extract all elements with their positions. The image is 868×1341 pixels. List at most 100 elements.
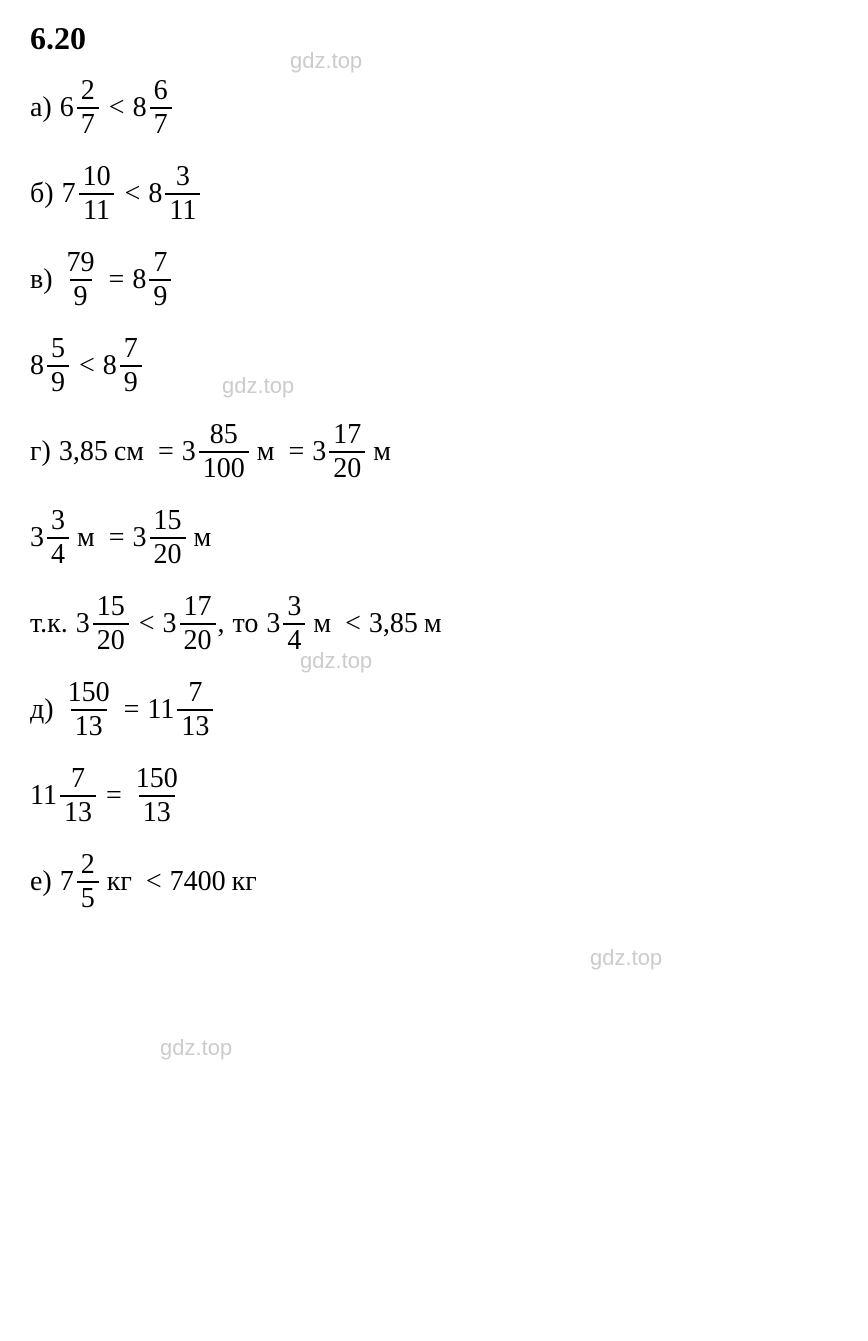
unit: м — [373, 436, 391, 468]
whole: 8 — [148, 178, 162, 210]
whole: 3 — [312, 436, 326, 468]
mixed-g2-2: 3 15 20 — [133, 507, 188, 569]
denominator: 20 — [150, 537, 186, 569]
operator: < — [345, 608, 361, 640]
numerator: 15 — [150, 507, 186, 537]
fraction: 7 9 — [120, 335, 142, 397]
fraction: 85 100 — [199, 421, 249, 483]
operator: = — [106, 780, 122, 812]
denominator: 4 — [47, 537, 69, 569]
whole: 8 — [133, 92, 147, 124]
denominator: 13 — [60, 795, 96, 827]
operator: = — [124, 694, 140, 726]
numerator: 17 — [180, 593, 216, 623]
numerator: 85 — [206, 421, 242, 451]
fraction: 10 11 — [79, 163, 115, 225]
whole: 3 — [182, 436, 196, 468]
unit: кг — [107, 866, 132, 898]
label-e: е) — [30, 866, 52, 898]
denominator: 20 — [180, 623, 216, 655]
denominator: 5 — [77, 881, 99, 913]
whole: 3 — [266, 608, 280, 640]
fraction: 7 9 — [149, 249, 171, 311]
prefix-text: т.к. — [30, 608, 68, 640]
mixed-a-left: 6 2 7 — [60, 77, 101, 139]
numerator: 7 — [149, 249, 171, 279]
label-a: а) — [30, 92, 52, 124]
line-b: б) 7 10 11 < 8 3 11 — [30, 163, 838, 225]
denominator: 20 — [329, 451, 365, 483]
unit: кг — [232, 866, 257, 898]
whole: 6 — [60, 92, 74, 124]
denominator: 9 — [149, 279, 171, 311]
whole: 8 — [132, 264, 146, 296]
mixed-b-left: 7 10 11 — [62, 163, 117, 225]
denominator: 20 — [93, 623, 129, 655]
denominator: 4 — [283, 623, 305, 655]
numerator: 2 — [77, 851, 99, 881]
denominator: 7 — [150, 107, 172, 139]
whole: 7 — [60, 866, 74, 898]
numerator: 15 — [93, 593, 129, 623]
numerator: 150 — [132, 765, 182, 795]
line-v: в) 79 9 = 8 7 9 — [30, 249, 838, 311]
watermark: gdz.top — [160, 1035, 232, 1061]
value: 3,85 — [59, 436, 108, 468]
mixed-g2-1: 3 3 4 — [30, 507, 71, 569]
numerator: 5 — [47, 335, 69, 365]
fraction: 5 9 — [47, 335, 69, 397]
numerator: 7 — [120, 335, 142, 365]
label-b: б) — [30, 178, 54, 210]
mixed-e-left: 7 2 5 — [60, 851, 101, 913]
whole: 8 — [103, 350, 117, 382]
unit: м — [424, 608, 442, 640]
whole: 3 — [133, 522, 147, 554]
operator: = — [158, 436, 174, 468]
numerator: 7 — [67, 765, 89, 795]
fraction-d2-right: 150 13 — [132, 765, 182, 827]
denominator: 13 — [71, 709, 107, 741]
numerator: 79 — [63, 249, 99, 279]
numerator: 2 — [77, 77, 99, 107]
fraction: 3 4 — [283, 593, 305, 655]
line-d2: 11 7 13 = 150 13 — [30, 765, 838, 827]
denominator: 13 — [139, 795, 175, 827]
line-g: г) 3,85 см = 3 85 100 м = 3 17 20 м — [30, 421, 838, 483]
unit: м — [313, 608, 331, 640]
label-g: г) — [30, 436, 51, 468]
unit: см — [114, 436, 144, 468]
value: 7400 — [170, 866, 226, 898]
fraction: 17 20 — [180, 593, 216, 655]
fraction: 3 4 — [47, 507, 69, 569]
whole: 3 — [30, 522, 44, 554]
operator: = — [288, 436, 304, 468]
denominator: 11 — [165, 193, 200, 225]
unit: м — [194, 522, 212, 554]
line-a: а) 6 2 7 < 8 6 7 — [30, 77, 838, 139]
fraction-v-left: 79 9 — [63, 249, 99, 311]
mixed-v-right: 8 7 9 — [132, 249, 173, 311]
numerator: 7 — [184, 679, 206, 709]
operator: < — [139, 608, 155, 640]
numerator: 150 — [64, 679, 114, 709]
line-e: е) 7 2 5 кг < 7400 кг — [30, 851, 838, 913]
line-d: д) 150 13 = 11 7 13 — [30, 679, 838, 741]
mixed-g3-1: 3 15 20 — [76, 593, 131, 655]
whole: 3 — [163, 608, 177, 640]
mixed-g3-2: 3 17 20 — [163, 593, 218, 655]
operator: < — [146, 866, 162, 898]
mixed-g-1: 3 85 100 — [182, 421, 251, 483]
numerator: 3 — [283, 593, 305, 623]
numerator: 3 — [47, 507, 69, 537]
whole: 11 — [30, 780, 57, 812]
operator: < — [125, 178, 141, 210]
numerator: 3 — [172, 163, 194, 193]
fraction: 3 11 — [165, 163, 200, 225]
operator: = — [109, 264, 125, 296]
comma: , — [218, 608, 225, 640]
mixed-d-right: 11 7 13 — [147, 679, 215, 741]
mixed-g3-3: 3 3 4 — [266, 593, 307, 655]
whole: 7 — [62, 178, 76, 210]
denominator: 11 — [79, 193, 114, 225]
label-d: д) — [30, 694, 54, 726]
